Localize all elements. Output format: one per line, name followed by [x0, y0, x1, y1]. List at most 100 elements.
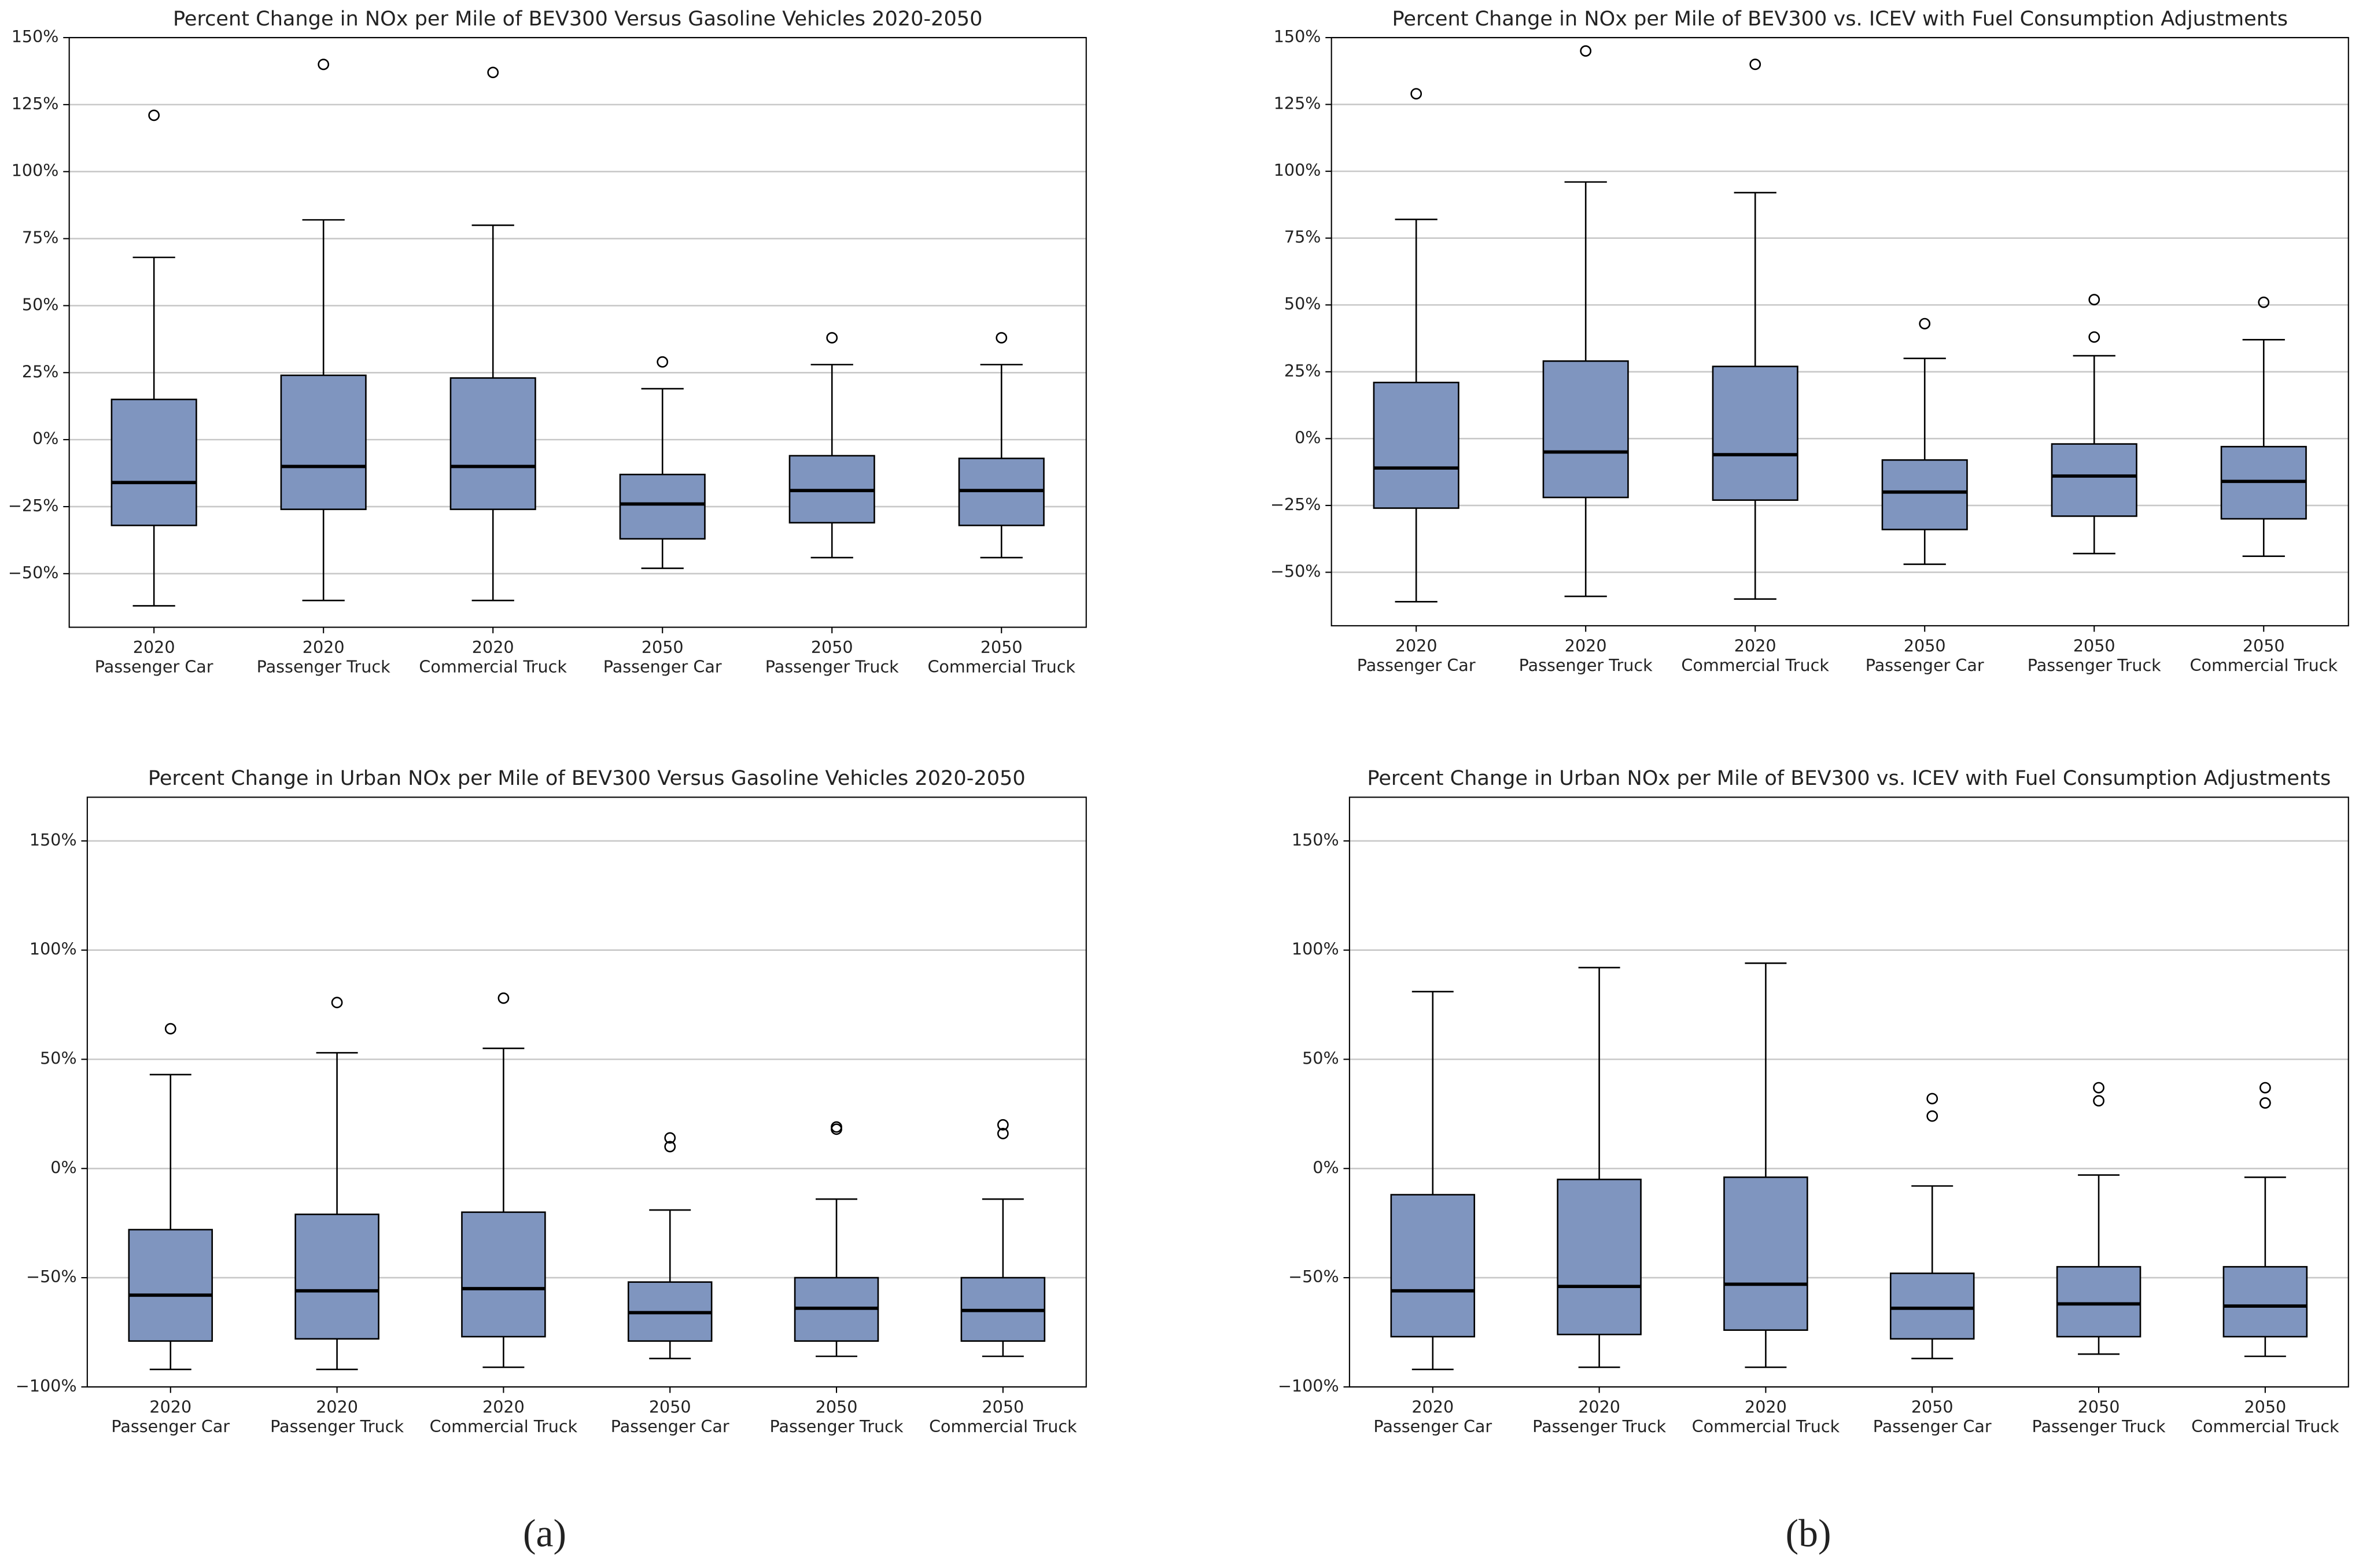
flier [2093, 1095, 2104, 1107]
plot-frame [1348, 796, 2349, 1388]
x-tick-label: 2050 [642, 637, 684, 657]
x-tick-label: Passenger Car [1873, 1416, 1992, 1436]
flier [2093, 1082, 2104, 1094]
box [1723, 1176, 1808, 1331]
y-tick-label: 50% [22, 294, 59, 314]
x-tick-label: Commercial Truck [927, 657, 1075, 677]
plot-frame [86, 796, 1087, 1388]
y-tick-label: 150% [1274, 27, 1321, 46]
y-tick-label: 150% [12, 27, 59, 46]
y-tick-label: 0% [1295, 427, 1321, 447]
x-tick-label: Passenger Truck [770, 1416, 904, 1436]
x-tick-label: 2050 [2243, 636, 2285, 655]
x-tick-label: Passenger Car [611, 1416, 729, 1436]
box [2222, 1266, 2308, 1338]
box [449, 377, 536, 510]
x-tick-label: Commercial Truck [2190, 655, 2338, 675]
x-tick-label: Passenger Truck [2032, 1416, 2166, 1436]
y-tick-label: 0% [32, 429, 58, 448]
y-tick-label: 100% [1292, 939, 1339, 959]
y-tick-label: 100% [30, 939, 77, 959]
x-tick-label: Passenger Car [1373, 1416, 1492, 1436]
flier [318, 58, 330, 71]
flier [148, 109, 160, 121]
box [1889, 1272, 1975, 1340]
y-tick-label: 100% [12, 161, 59, 180]
x-tick-label: 2020 [1578, 1397, 1620, 1416]
y-tick-label: 0% [1313, 1157, 1339, 1177]
y-tick-label: −50% [26, 1267, 77, 1286]
box [1881, 459, 1968, 530]
flier [2088, 294, 2100, 305]
x-tick-label: 2050 [811, 637, 853, 657]
flier [331, 997, 343, 1009]
x-tick-label: 2020 [1734, 636, 1776, 655]
x-tick-label: 2050 [816, 1397, 858, 1416]
box [2056, 1266, 2141, 1338]
x-tick-label: Commercial Truck [929, 1416, 1077, 1436]
flier [826, 332, 838, 344]
x-tick-label: Passenger Truck [1532, 1416, 1666, 1436]
flier [1919, 318, 1931, 330]
x-tick-label: 2050 [981, 637, 1023, 657]
chart-title: Percent Change in Urban NOx per Mile of … [148, 766, 1026, 790]
x-tick-label: 2020 [472, 637, 514, 657]
y-tick-label: −25% [8, 496, 59, 515]
y-tick-label: 0% [50, 1157, 76, 1177]
x-tick-label: Passenger Truck [2028, 655, 2161, 675]
flier [1410, 88, 1422, 99]
x-tick-label: 2020 [303, 637, 345, 657]
x-tick-label: Passenger Car [95, 657, 213, 677]
panel-label: (b) [1786, 1511, 1831, 1555]
box [1557, 1178, 1642, 1335]
flier [164, 1023, 176, 1035]
y-tick-label: 125% [12, 94, 59, 113]
y-tick-label: −25% [1270, 495, 1321, 514]
panel-label: (a) [523, 1511, 566, 1555]
x-tick-label: 2050 [2073, 636, 2115, 655]
x-tick-label: 2050 [1904, 636, 1946, 655]
y-tick-label: 150% [1292, 830, 1339, 850]
plot-frame [68, 36, 1087, 628]
x-tick-label: Commercial Truck [419, 657, 567, 677]
flier [664, 1141, 676, 1153]
y-tick-label: −50% [1288, 1267, 1339, 1286]
flier [657, 356, 669, 368]
x-tick-label: Commercial Truck [1681, 655, 1829, 675]
chart-title: Percent Change in NOx per Mile of BEV300… [173, 7, 982, 31]
flier [997, 1127, 1009, 1139]
box [1542, 360, 1629, 499]
x-tick-label: 2050 [649, 1397, 691, 1416]
y-tick-label: 75% [1284, 227, 1321, 247]
flier [1926, 1093, 1938, 1105]
x-tick-label: 2050 [982, 1397, 1024, 1416]
chart-title: Percent Change in NOx per Mile of BEV300… [1392, 7, 2288, 31]
x-tick-label: 2050 [1911, 1397, 1953, 1416]
x-tick-label: 2020 [133, 637, 175, 657]
x-tick-label: Commercial Truck [430, 1416, 578, 1436]
x-tick-label: Passenger Truck [270, 1416, 404, 1436]
plot-frame [1330, 36, 2349, 626]
y-tick-label: 50% [1284, 294, 1321, 313]
x-tick-label: 2020 [1565, 636, 1607, 655]
x-tick-label: 2020 [1395, 636, 1437, 655]
flier [487, 67, 499, 79]
box [280, 374, 367, 510]
y-tick-label: −50% [1270, 561, 1321, 581]
box [294, 1213, 379, 1340]
box [2051, 443, 2137, 517]
y-tick-label: 50% [1302, 1048, 1339, 1068]
flier [497, 992, 510, 1004]
box [1373, 381, 1459, 509]
flier [2258, 296, 2270, 308]
flier [1926, 1110, 1938, 1122]
y-tick-label: 50% [40, 1048, 77, 1068]
x-tick-label: 2050 [2244, 1397, 2286, 1416]
x-tick-label: 2020 [482, 1397, 525, 1416]
box [110, 399, 197, 526]
x-tick-label: Passenger Car [603, 657, 722, 677]
flier [1749, 58, 1761, 71]
x-tick-label: Passenger Truck [765, 657, 899, 677]
